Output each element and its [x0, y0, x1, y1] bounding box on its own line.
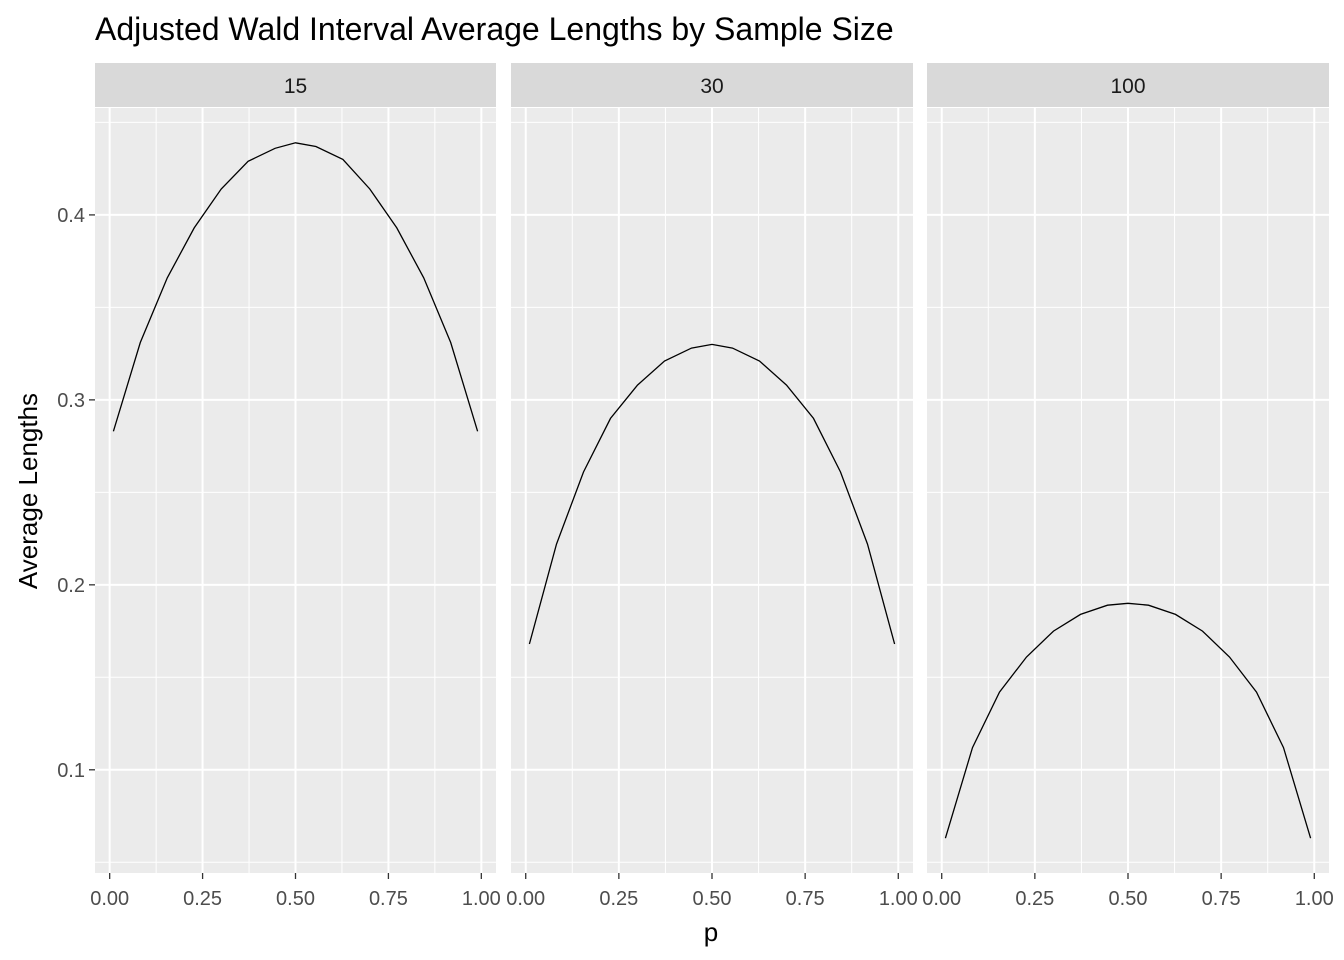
- x-axes: 0.00 0.25 0.50 0.75 1.00 0.00 0.25 0.50 0.75 1.00…: [90, 873, 1334, 910]
- series-line-15: [112, 142, 479, 432]
- x-tick-label: 0.50: [693, 888, 732, 910]
- y-axis: 0.1 0.2 0.3 0.4: [57, 205, 95, 782]
- facet-panels: 15 30 100: [95, 63, 1329, 873]
- x-tick-label: 0.75: [786, 888, 825, 910]
- y-tick-label: 0.4: [57, 205, 85, 227]
- x-tick-label: 0.25: [599, 888, 638, 910]
- x-tick-label: 0.75: [369, 888, 408, 910]
- x-tick-label: 0.25: [1015, 888, 1054, 910]
- x-tick-label: 0.25: [183, 888, 222, 910]
- series-line-100: [944, 602, 1312, 839]
- x-tick-label: 1.00: [462, 888, 501, 910]
- y-tick-label: 0.2: [57, 575, 85, 597]
- facet-strip-label: 100: [1110, 75, 1145, 98]
- x-tick-label: 0.50: [276, 888, 315, 910]
- facet-strip-label: 30: [700, 75, 723, 98]
- x-tick-label: 0.00: [922, 888, 961, 910]
- x-tick-label: 0.50: [1109, 888, 1148, 910]
- x-tick-label: 1.00: [1295, 888, 1334, 910]
- x-axis-title: p: [704, 917, 718, 947]
- facet-strip: [95, 63, 496, 107]
- series-line-30: [528, 343, 896, 645]
- y-tick-label: 0.1: [57, 760, 85, 782]
- y-tick-label: 0.3: [57, 390, 85, 412]
- facet-panel-30: 30: [511, 63, 913, 873]
- x-tick-label: 0.75: [1202, 888, 1241, 910]
- facet-panel-15: 15: [95, 63, 496, 873]
- x-tick-label: 1.00: [879, 888, 918, 910]
- x-tick-label: 0.00: [506, 888, 545, 910]
- y-axis-title: Average Lengths: [13, 393, 43, 589]
- facet-strip: [927, 63, 1329, 107]
- facet-panel-100: 100: [927, 63, 1329, 873]
- facet-strip-label: 15: [284, 75, 307, 98]
- chart-title: Adjusted Wald Interval Average Lengths b…: [95, 11, 894, 47]
- facet-strip: [511, 63, 913, 107]
- x-tick-label: 0.00: [90, 888, 129, 910]
